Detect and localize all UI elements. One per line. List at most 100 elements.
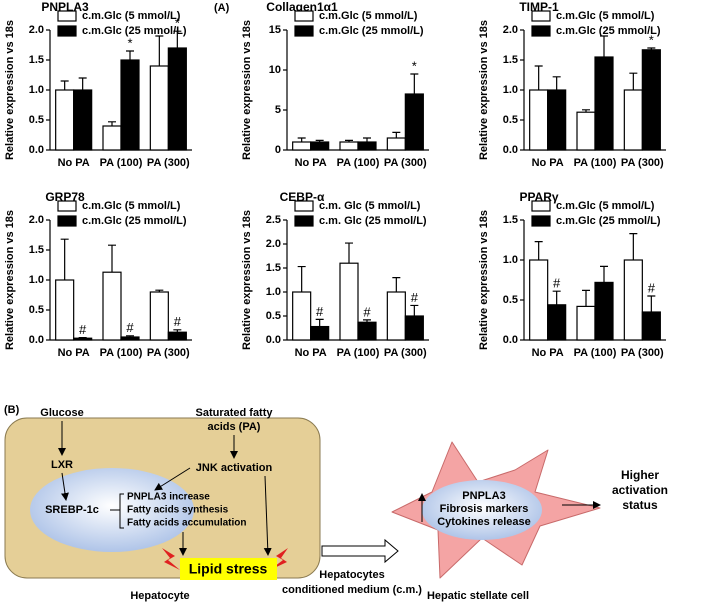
arrow xyxy=(263,475,272,556)
y-tick-label: 1.5 xyxy=(29,244,44,256)
bar xyxy=(102,271,122,341)
bar xyxy=(404,93,424,151)
significance-marker: # xyxy=(79,322,87,337)
significance-marker: # xyxy=(174,314,182,329)
bracket xyxy=(110,493,124,529)
node-label: Hepatocytes xyxy=(319,569,384,581)
bar xyxy=(576,305,596,341)
y-tick-label: 0.0 xyxy=(266,334,281,346)
error-bar xyxy=(647,295,656,312)
bar xyxy=(73,337,93,341)
y-axis-label: Relative expression vs 18s xyxy=(241,20,253,160)
bar xyxy=(292,291,312,341)
error-bar xyxy=(108,244,116,273)
node-label: Saturated fatty xyxy=(195,407,273,419)
node-label: Fatty acids synthesis xyxy=(127,505,229,516)
y-tick-label: 1.5 xyxy=(503,214,518,226)
y-tick-label: 1.0 xyxy=(29,84,44,96)
bar xyxy=(547,89,567,151)
bar xyxy=(623,89,643,151)
error-bar xyxy=(315,318,324,327)
bar xyxy=(547,304,567,341)
lightning xyxy=(162,548,180,570)
error-bar xyxy=(126,50,134,60)
legend-swatch xyxy=(531,25,551,37)
error-bar xyxy=(78,337,87,339)
bar xyxy=(576,111,596,151)
error-bar xyxy=(297,265,306,292)
x-tick-label: No PA xyxy=(295,347,327,359)
x-tick-label: No PA xyxy=(58,347,90,359)
error-bar xyxy=(582,289,590,307)
panel-label: (B) xyxy=(4,404,20,416)
node-label: Hepatocyte xyxy=(130,590,189,602)
error-bar xyxy=(173,329,182,333)
bar xyxy=(167,47,187,151)
error-bar xyxy=(552,76,561,90)
node-label: Lipid stress xyxy=(189,561,268,577)
legend-swatch xyxy=(531,10,551,22)
y-tick-label: 1.5 xyxy=(266,262,281,274)
y-tick-label: 0.5 xyxy=(503,114,518,126)
bar xyxy=(641,49,661,151)
x-tick-label: PA (100) xyxy=(100,157,143,169)
charts: PNPLA3 Relative expression vs 18s 0.0 0.5 1.… xyxy=(4,0,666,359)
legend-label: c.m.Glc (5 mmol/L) xyxy=(319,10,418,22)
error-bar xyxy=(582,109,590,113)
significance-marker: * xyxy=(649,32,654,47)
y-tick-label: 0.5 xyxy=(29,304,44,316)
significance-marker: * xyxy=(127,35,132,50)
legend-swatch xyxy=(294,10,314,22)
node-label: Fibrosis markers xyxy=(440,503,529,515)
legend-label: c.m.Glc (5 mmol/L) xyxy=(556,10,655,22)
error-bar xyxy=(600,35,608,57)
node-label: Hepatic stellate cell xyxy=(427,590,529,602)
y-axis-label: Relative expression vs 18s xyxy=(478,20,490,160)
error-bar xyxy=(392,277,401,292)
chart-title: Collagen1α1 xyxy=(266,0,338,14)
x-tick-label: PA (300) xyxy=(621,157,664,169)
x-tick-label: No PA xyxy=(295,157,327,169)
legend-swatch xyxy=(294,25,314,37)
node-label: LXR xyxy=(51,459,73,471)
legend-label: c.m.Glc (5 mmol/L) xyxy=(556,200,655,212)
y-tick-label: 0.5 xyxy=(503,294,518,306)
error-bar xyxy=(345,242,353,264)
legend-label: c.m.Glc (25 mmol/L) xyxy=(556,215,661,227)
y-axis-label: Relative expression vs 18s xyxy=(4,20,16,160)
y-axis-label: Relative expression vs 18s xyxy=(478,210,490,350)
y-tick-label: 0.0 xyxy=(29,144,44,156)
error-bar xyxy=(410,304,419,316)
error-bar xyxy=(60,238,69,280)
bar xyxy=(623,259,643,341)
y-tick-label: 2.0 xyxy=(503,24,518,36)
y-tick-label: 0.5 xyxy=(29,114,44,126)
bar xyxy=(529,89,549,151)
error-bar xyxy=(78,77,87,90)
x-tick-label: PA (300) xyxy=(147,347,190,359)
error-bar xyxy=(363,137,371,142)
y-tick-label: 1.0 xyxy=(266,286,281,298)
node-label: status xyxy=(622,498,658,512)
y-tick-label: 2.5 xyxy=(266,214,281,226)
bar xyxy=(120,336,140,341)
legend-swatch xyxy=(57,215,77,227)
legend-swatch xyxy=(57,25,77,37)
error-bar xyxy=(297,137,306,142)
bar xyxy=(149,291,169,341)
panel-label: (A) xyxy=(214,2,230,14)
nucleus xyxy=(422,480,542,540)
error-bar xyxy=(410,73,419,94)
bar xyxy=(404,315,424,341)
x-tick-label: PA (300) xyxy=(147,157,190,169)
node-label: acids (PA) xyxy=(208,421,261,433)
legend-label: c.m.Glc (25 mmol/L) xyxy=(82,25,187,37)
significance-marker: # xyxy=(411,290,419,305)
bar xyxy=(310,325,330,341)
error-bar xyxy=(108,121,116,126)
error-bar xyxy=(534,65,543,90)
error-bar xyxy=(126,335,134,337)
y-tick-label: 1.0 xyxy=(29,274,44,286)
legend-swatch xyxy=(57,200,77,212)
y-axis-label: Relative expression vs 18s xyxy=(241,210,253,350)
